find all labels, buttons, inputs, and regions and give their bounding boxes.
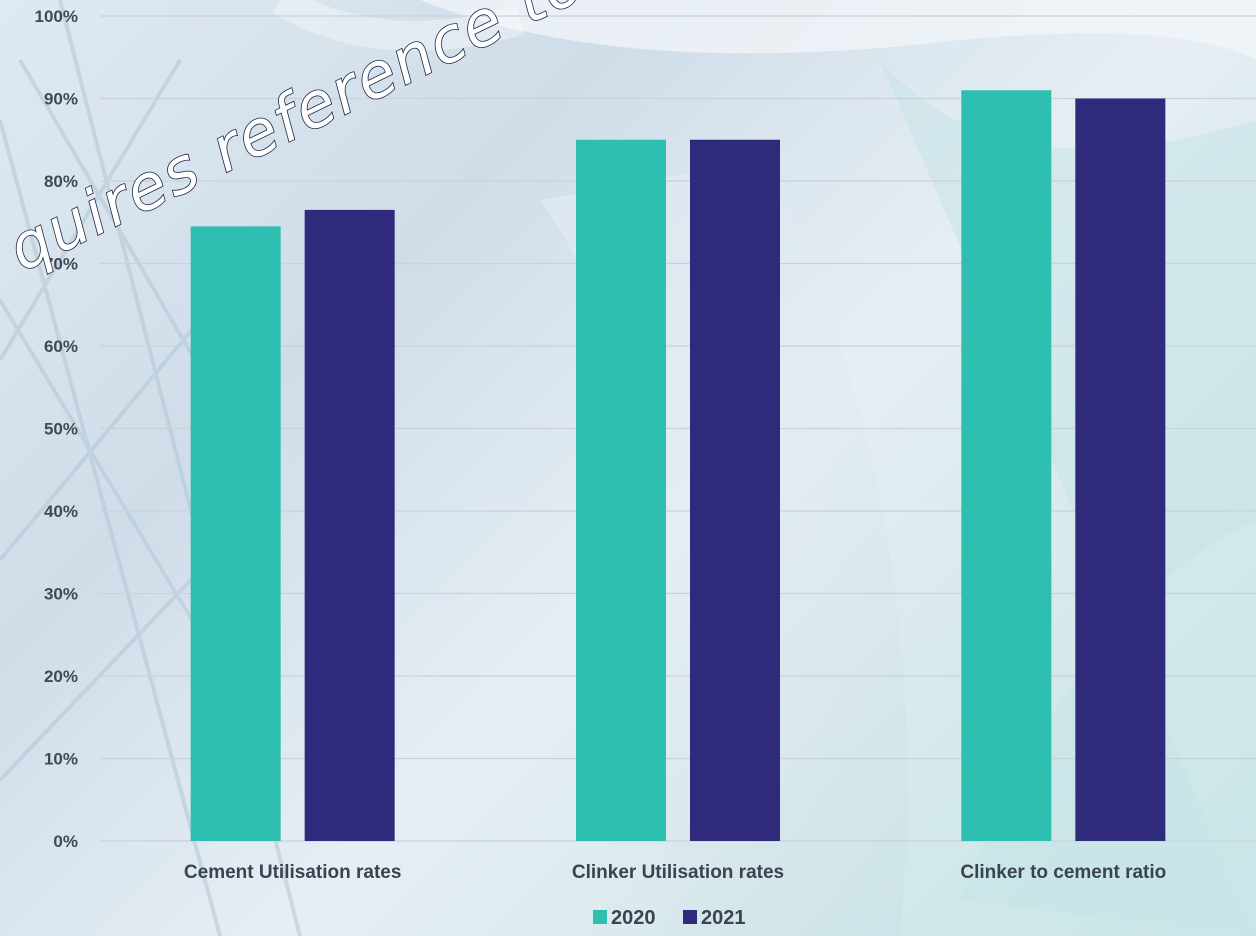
x-category-label: Cement Utilisation rates	[184, 862, 402, 883]
y-tick-label: 90%	[44, 90, 78, 109]
bar-2020	[576, 139, 666, 841]
y-tick-label: 50%	[44, 420, 78, 439]
x-category-label: Clinker Utilisation rates	[572, 862, 784, 883]
y-tick-label: 70%	[44, 255, 78, 274]
bar-2020	[961, 90, 1052, 841]
y-axis: 0% 10% 20% 30% 40% 50% 60% 70% 80% 90% 100%	[35, 7, 78, 851]
y-tick-label: 0%	[53, 832, 78, 851]
y-tick-label: 100%	[35, 7, 78, 26]
y-tick-label: 80%	[44, 172, 78, 191]
legend-label-2021: 2021	[701, 907, 746, 929]
legend: 2020 2021	[593, 907, 746, 929]
gridlines	[100, 15, 1256, 842]
legend-label-2020: 2020	[611, 907, 656, 929]
legend-swatch-2020	[593, 910, 607, 924]
x-category-label: Clinker to cement ratio	[960, 862, 1166, 883]
bar-2021	[690, 139, 780, 841]
x-axis: Cement Utilisation rates Clinker Utilisat…	[184, 862, 1166, 883]
bar-2020	[190, 226, 281, 841]
bar-2021	[304, 209, 395, 841]
y-tick-label: 10%	[44, 750, 78, 769]
y-tick-label: 20%	[44, 667, 78, 686]
y-tick-label: 40%	[44, 502, 78, 521]
y-tick-label: 60%	[44, 337, 78, 356]
y-tick-label: 30%	[44, 585, 78, 604]
bar-2021	[1075, 98, 1166, 841]
legend-swatch-2021	[683, 910, 697, 924]
bars	[190, 90, 1166, 841]
